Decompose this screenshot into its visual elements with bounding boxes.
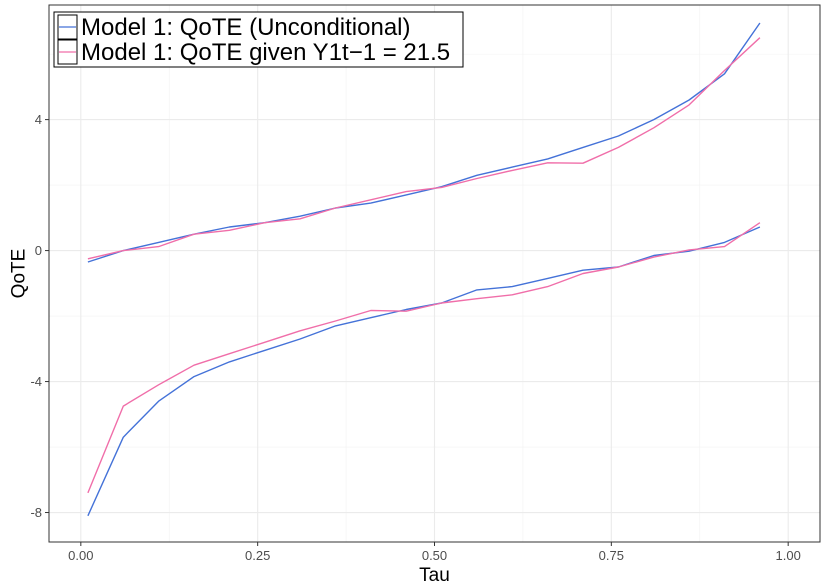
x-tick-label: 0.75 [599, 548, 624, 563]
y-axis-ticks: -8 -4 0 4 [30, 112, 49, 520]
x-tick-label: 0.25 [245, 548, 270, 563]
x-tick-label: 0.00 [68, 548, 93, 563]
series-line-conditional-lower [87, 222, 761, 494]
y-tick-label: 0 [35, 243, 42, 258]
legend-entry-unconditional: Model 1: QoTE (Unconditional) [57, 14, 410, 41]
series-line-unconditional-lower [87, 226, 761, 517]
legend-box [53, 11, 464, 68]
legend-label-conditional: Model 1: QoTE given Y1t−1 = 21.5 [81, 39, 450, 66]
legend-label-unconditional: Model 1: QoTE (Unconditional) [81, 14, 410, 41]
series-line-conditional-upper [87, 37, 761, 260]
legend-entry-conditional: Model 1: QoTE given Y1t−1 = 21.5 [57, 39, 450, 66]
y-tick-label: 4 [35, 112, 42, 127]
series-layer [87, 22, 761, 517]
y-axis-title: QoTE [9, 249, 30, 299]
legend: Model 1: QoTE (Unconditional) Model 1: Q… [53, 11, 464, 68]
x-axis-title: Tau [419, 565, 450, 586]
y-tick-label: -8 [30, 505, 42, 520]
x-axis-ticks: 0.00 0.25 0.50 0.75 1.00 [68, 542, 801, 563]
x-tick-label: 0.50 [422, 548, 447, 563]
y-tick-label: -4 [30, 374, 42, 389]
grid-major [49, 5, 820, 542]
x-tick-label: 1.00 [776, 548, 801, 563]
